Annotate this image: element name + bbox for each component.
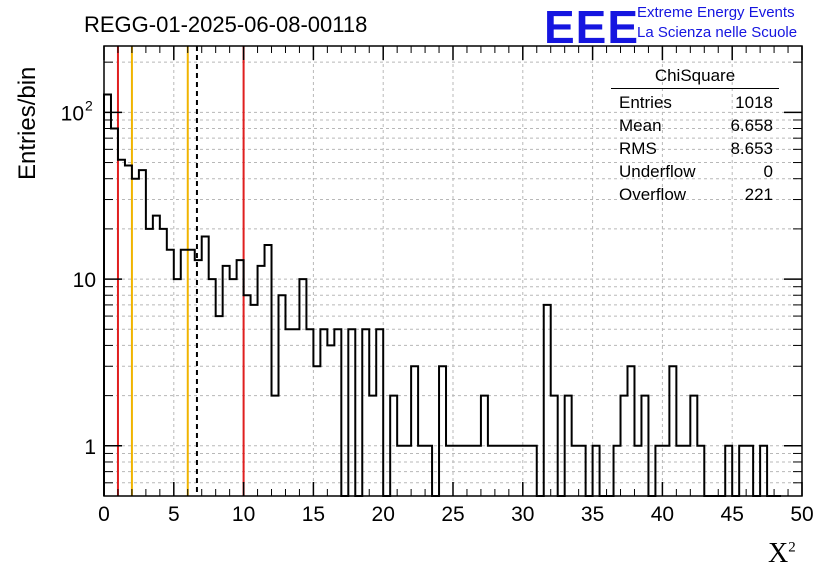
stats-value: 1018 (735, 93, 773, 112)
x-axis-label-exponent: 2 (788, 539, 796, 556)
x-tick-label: 5 (168, 503, 180, 526)
x-tick-label: 0 (98, 503, 110, 526)
stats-label: Mean (619, 116, 662, 135)
x-tick-label: 20 (372, 503, 395, 526)
stats-row: Overflow 221 (611, 183, 779, 206)
stats-row: Mean 6.658 (611, 114, 779, 137)
stats-title: ChiSquare (611, 66, 779, 89)
stats-label: RMS (619, 139, 657, 158)
y-tick-label: 10 (73, 269, 96, 292)
eee-logo: EEE (544, 1, 640, 53)
stats-value: 221 (744, 185, 773, 204)
x-tick-label: 25 (441, 503, 464, 526)
x-tick-label: 40 (651, 503, 674, 526)
y-axis-label: Entries/bin (14, 66, 41, 180)
stats-row: Entries 1018 (611, 91, 779, 114)
histogram-outline (103, 93, 782, 497)
run-title: REGG-01-2025-06-08-00118 (84, 12, 368, 37)
y-tick-exponent: 2 (85, 97, 93, 113)
x-tick-label: 50 (790, 503, 813, 526)
reference-lines (116, 46, 245, 496)
y-tick-label: 10 (61, 102, 84, 125)
x-tick-label: 15 (302, 503, 325, 526)
x-axis-label: X2 (768, 538, 796, 570)
stats-value: 0 (763, 162, 773, 181)
x-tick-label: 10 (232, 503, 255, 526)
stats-value: 8.653 (730, 139, 773, 158)
x-tick-label: 35 (581, 503, 604, 526)
grid (104, 46, 802, 496)
stats-label: Overflow (619, 185, 687, 204)
stats-value: 6.658 (730, 116, 773, 135)
x-tick-label: 30 (511, 503, 534, 526)
logo-subtitle-1: Extreme Energy Events (637, 4, 795, 21)
stats-row: RMS 8.653 (611, 137, 779, 160)
stats-box: ChiSquare Entries 1018 Mean 6.658 RMS 8.653… (611, 66, 779, 206)
y-tick-label: 1 (84, 436, 96, 459)
stats-label: Underflow (619, 162, 696, 181)
x-tick-label: 45 (721, 503, 744, 526)
logo-subtitle-2: La Scienza nelle Scuole (637, 24, 798, 41)
x-axis-label-base: X (768, 538, 789, 569)
stats-label: Entries (619, 93, 672, 112)
stats-row: Underflow 0 (611, 160, 779, 183)
